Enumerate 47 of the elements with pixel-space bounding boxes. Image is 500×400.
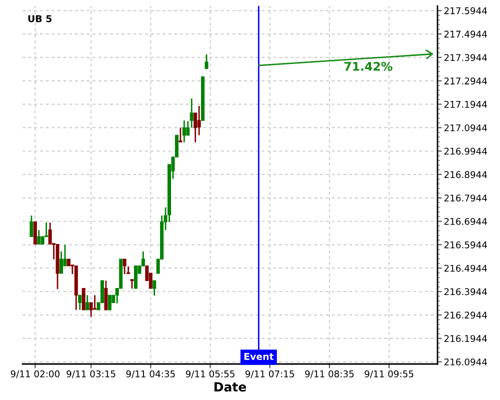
y-tick-label: 217.0944 xyxy=(444,124,487,132)
candlestick xyxy=(130,278,134,290)
y-tick-label: 216.3944 xyxy=(444,288,487,296)
candlestick xyxy=(182,120,186,143)
candlestick xyxy=(108,294,112,311)
candlestick xyxy=(86,294,90,311)
candlestick xyxy=(178,127,182,143)
candlestick xyxy=(59,250,63,274)
x-tick-label: 9/11 08:35 xyxy=(305,370,354,378)
x-tick-label: 9/11 05:55 xyxy=(186,370,234,378)
text: UB 5 xyxy=(28,15,52,22)
x-tick-label: 9/11 03:15 xyxy=(66,370,116,378)
candlestick xyxy=(152,280,156,296)
y-tick-label: 216.4944 xyxy=(444,264,487,272)
candlestick xyxy=(122,258,126,275)
candlestick xyxy=(104,280,108,311)
x-axis-title: Date xyxy=(214,382,246,392)
y-tick-label: 216.0944 xyxy=(444,358,487,366)
annotation: 71.42% xyxy=(344,62,392,71)
y-tick-label: 217.5944 xyxy=(444,7,487,14)
candlestick xyxy=(78,294,82,311)
y-tick-label: 216.9944 xyxy=(444,148,487,155)
ref-line-label: Event xyxy=(244,353,274,360)
x-tick-label: 9/11 04:35 xyxy=(126,370,175,378)
y-tick-label: 217.2944 xyxy=(444,78,487,84)
y-tick-label: 216.5944 xyxy=(444,241,487,248)
candlestick xyxy=(93,294,97,310)
x-tick-label: 9/11 09:55 xyxy=(364,370,414,378)
y-tick-label: 216.2944 xyxy=(444,312,487,319)
candlestick xyxy=(134,266,138,289)
candlestick xyxy=(82,288,86,311)
candlestick xyxy=(37,229,41,245)
y-tick-label: 216.1944 xyxy=(444,335,487,342)
x-tick-label: 9/11 07:15 xyxy=(245,370,294,378)
candlestick xyxy=(204,54,208,70)
candlestick xyxy=(126,266,130,274)
y-tick-label: 216.6944 xyxy=(444,218,487,225)
candlestick xyxy=(30,214,34,238)
y-tick-label: 216.7944 xyxy=(444,194,487,202)
x-tick-label: 9/11 02:00 xyxy=(10,370,60,378)
candlestick xyxy=(197,105,201,136)
y-tick-label: 217.3944 xyxy=(444,54,487,62)
y-tick-label: 217.4944 xyxy=(444,30,487,38)
y-tick-label: 216.8944 xyxy=(444,171,487,178)
candlestick xyxy=(48,222,52,245)
candlestick xyxy=(33,222,37,244)
y-tick-label: 217.1944 xyxy=(444,100,487,108)
